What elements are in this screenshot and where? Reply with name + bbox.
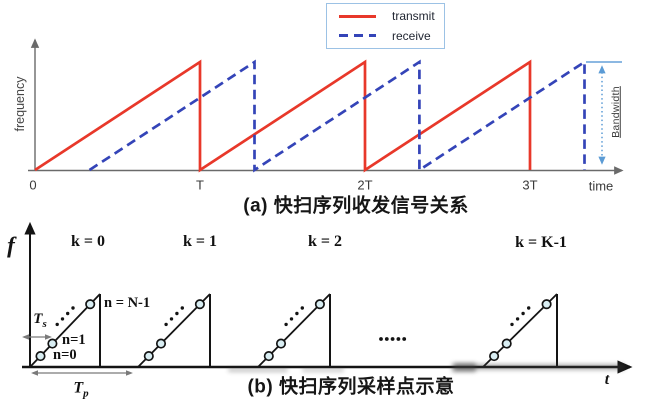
ramp-ellipsis-dot: [295, 312, 298, 315]
chart-a-tick-0: 0: [29, 179, 36, 192]
chart-a-tick-3T: 3T: [522, 179, 537, 192]
legend-row-transmit: transmit: [339, 9, 444, 23]
ramp-ellipsis-dot: [290, 317, 293, 320]
figure-canvas: transmit receive frequency 0 T 2T 3T tim…: [0, 0, 647, 403]
sample-label-n1: n=1: [62, 333, 86, 348]
chart-a-tick-2T: 2T: [357, 179, 372, 192]
watermark-smudge: [228, 368, 288, 372]
ts-base: T: [33, 311, 42, 327]
sample-label-n0: n=0: [53, 348, 77, 363]
ramp-ellipsis-dot: [181, 306, 184, 309]
sample-point-3-0: [490, 352, 498, 360]
waveform-receive: [90, 62, 585, 170]
sample-label-nN1: n = N-1: [104, 296, 150, 311]
pulse-label-k0: k = 0: [71, 234, 105, 250]
tp-sub: p: [83, 388, 89, 400]
ramp-ellipsis-dot: [284, 323, 287, 326]
legend-row-receive: receive: [339, 29, 444, 43]
legend-transmit-label: transmit: [392, 9, 435, 23]
sample-point-0-2: [86, 300, 94, 308]
legend-receive-label: receive: [392, 29, 431, 43]
ramp-ellipsis-dot: [66, 312, 69, 315]
ramp-ellipsis-dot: [71, 306, 74, 309]
ramp-ellipsis-dot: [164, 323, 167, 326]
gap-ellipsis-dot: [402, 337, 406, 341]
pulse-label-k2: k = 2: [308, 234, 342, 250]
legend-transmit-sample: [339, 15, 376, 18]
ts-sub: s: [42, 318, 46, 330]
legend-box: transmit receive: [326, 3, 445, 49]
bandwidth-label: Bandwidth: [611, 86, 622, 138]
tp-base: T: [73, 379, 83, 396]
waveform-transmit: [35, 62, 530, 170]
sample-point-1-0: [145, 352, 153, 360]
ramp-ellipsis-dot: [61, 317, 64, 320]
sample-point-3-1: [503, 339, 511, 347]
watermark-smudge: [452, 363, 476, 372]
ramp-ellipsis-dot: [175, 312, 178, 315]
gap-ellipsis-dot: [385, 337, 389, 341]
tp-interval-label: Tp: [73, 380, 88, 399]
sample-point-1-2: [196, 300, 204, 308]
ramp-ellipsis-dot: [56, 323, 59, 326]
chart-a-tick-T: T: [196, 179, 204, 192]
sample-point-2-1: [277, 339, 285, 347]
watermark-smudge: [302, 368, 344, 372]
sample-point-0-0: [36, 352, 44, 360]
sample-point-2-2: [316, 300, 324, 308]
pulse-label-kK1: k = K-1: [515, 235, 567, 251]
chart-b-y-axis-label: f: [7, 234, 15, 257]
caption-b: (b) 快扫序列采样点示意: [247, 378, 454, 397]
chart-a-y-axis-label: frequency: [14, 77, 27, 132]
gap-ellipsis-dot: [391, 337, 395, 341]
ramp-ellipsis-dot: [521, 312, 524, 315]
ramp-ellipsis-dot: [510, 323, 513, 326]
chart-a-series: [35, 62, 585, 170]
caption-a: (a) 快扫序列收发信号关系: [243, 197, 469, 216]
ramp-ellipsis-dot: [170, 317, 173, 320]
sample-point-2-0: [265, 352, 273, 360]
gap-ellipsis-dot: [397, 337, 401, 341]
watermark-smudge: [455, 364, 625, 370]
ramp-ellipsis-dot: [516, 317, 519, 320]
chart-a-x-axis-label: time: [589, 180, 614, 193]
legend-receive-sample: [339, 34, 376, 37]
ramp-ellipsis-dot: [527, 306, 530, 309]
ramp-ellipsis-dot: [301, 306, 304, 309]
sample-point-1-1: [157, 339, 165, 347]
sample-point-3-2: [542, 300, 550, 308]
ts-interval-label: Ts: [33, 312, 46, 330]
chart-b-x-axis-label: t: [605, 372, 609, 388]
pulse-label-k1: k = 1: [183, 234, 217, 250]
gap-ellipsis-dot: [379, 337, 383, 341]
